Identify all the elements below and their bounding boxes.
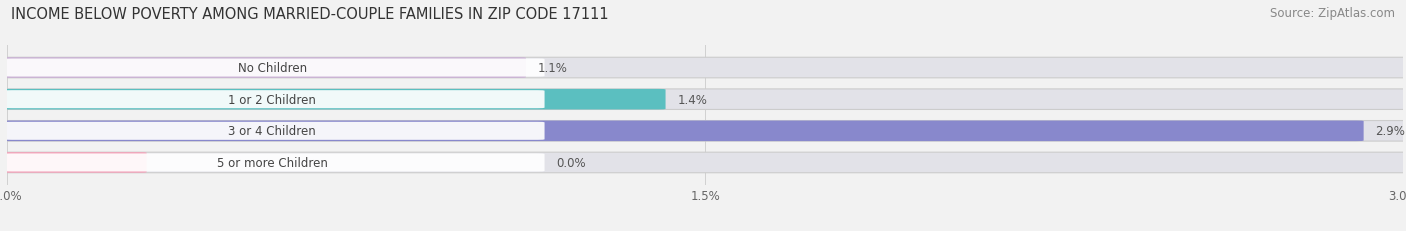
FancyBboxPatch shape bbox=[0, 58, 1406, 79]
Text: INCOME BELOW POVERTY AMONG MARRIED-COUPLE FAMILIES IN ZIP CODE 17111: INCOME BELOW POVERTY AMONG MARRIED-COUPL… bbox=[11, 7, 609, 22]
Text: 3 or 4 Children: 3 or 4 Children bbox=[228, 125, 316, 138]
Text: Source: ZipAtlas.com: Source: ZipAtlas.com bbox=[1270, 7, 1395, 20]
FancyBboxPatch shape bbox=[4, 122, 544, 140]
FancyBboxPatch shape bbox=[4, 59, 544, 77]
Text: No Children: No Children bbox=[238, 62, 307, 75]
FancyBboxPatch shape bbox=[4, 91, 544, 109]
Text: 1 or 2 Children: 1 or 2 Children bbox=[228, 93, 316, 106]
Text: 1.4%: 1.4% bbox=[678, 93, 707, 106]
Text: 1.1%: 1.1% bbox=[537, 62, 568, 75]
FancyBboxPatch shape bbox=[0, 152, 1406, 173]
Text: 5 or more Children: 5 or more Children bbox=[217, 156, 328, 169]
FancyBboxPatch shape bbox=[0, 89, 1406, 110]
FancyBboxPatch shape bbox=[4, 154, 544, 172]
FancyBboxPatch shape bbox=[0, 89, 665, 110]
FancyBboxPatch shape bbox=[0, 121, 1364, 141]
FancyBboxPatch shape bbox=[0, 58, 526, 79]
FancyBboxPatch shape bbox=[0, 152, 146, 173]
Text: 0.0%: 0.0% bbox=[557, 156, 586, 169]
FancyBboxPatch shape bbox=[0, 121, 1406, 141]
Text: 2.9%: 2.9% bbox=[1375, 125, 1405, 138]
